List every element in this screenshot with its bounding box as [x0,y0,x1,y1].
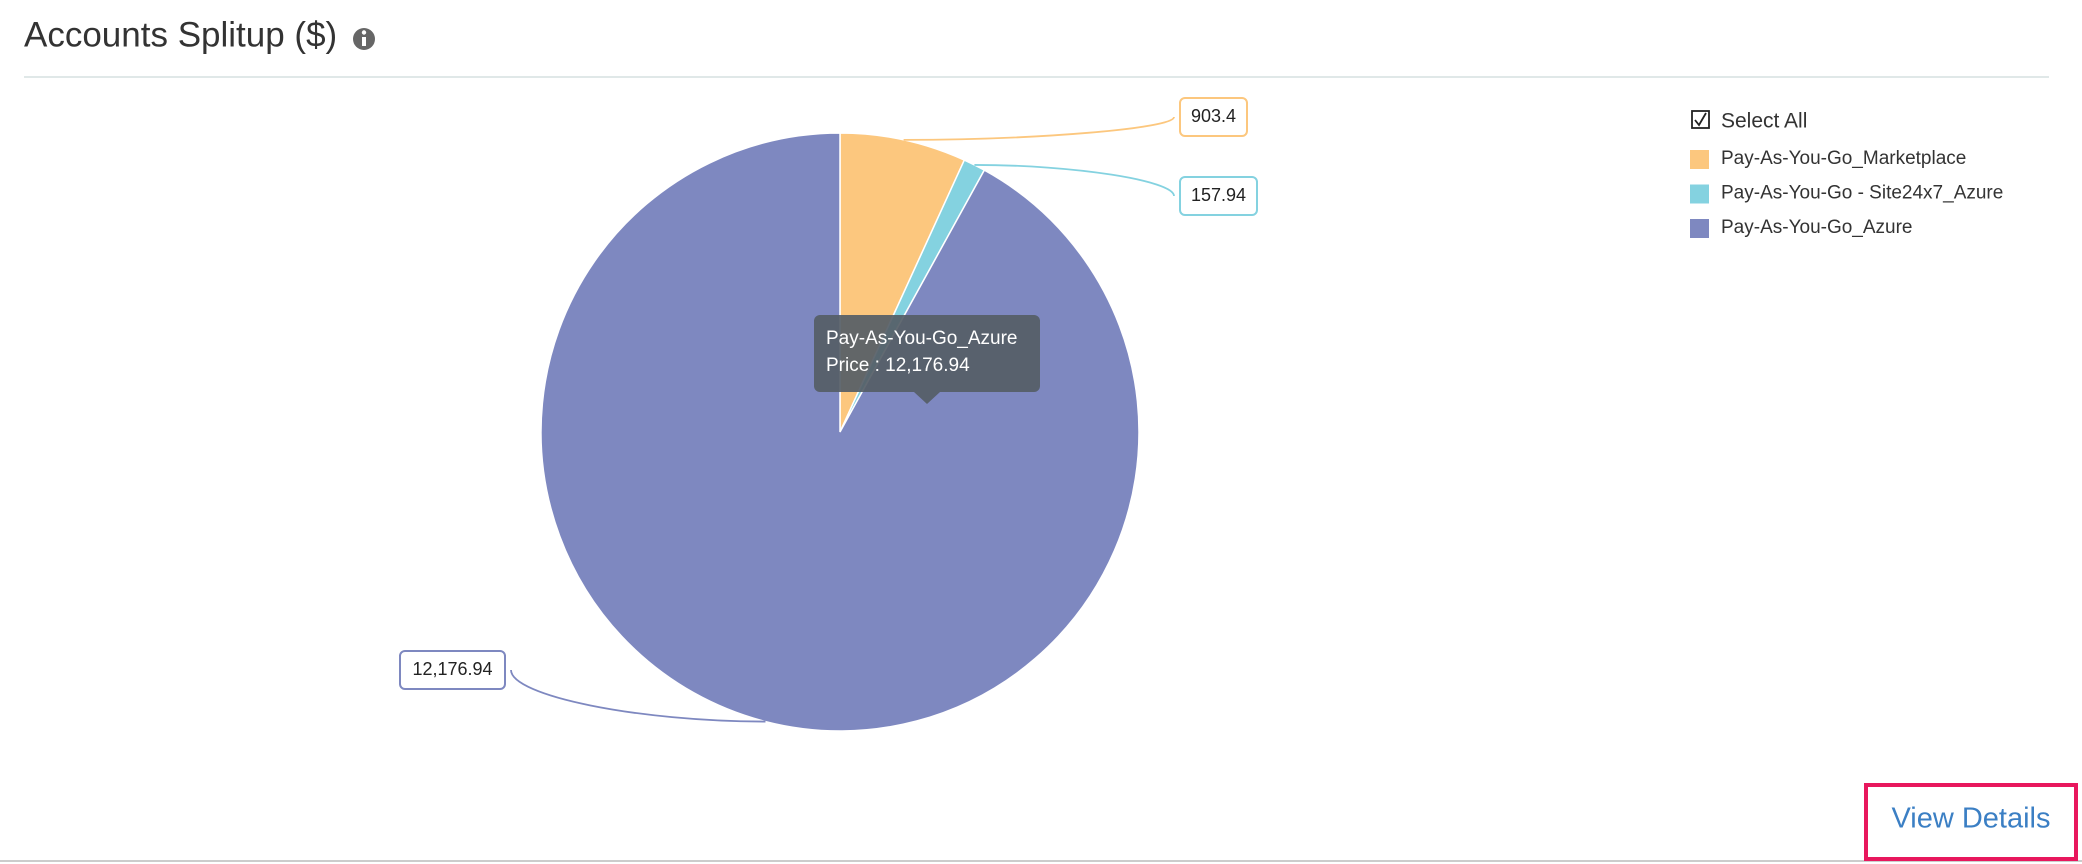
legend-swatch[interactable] [1690,184,1709,204]
legend-swatch[interactable] [1690,150,1709,169]
pie [540,132,1140,732]
select-all-label[interactable]: Select All [1721,110,1807,133]
info-icon[interactable] [353,28,375,50]
tooltip-value: Price : 12,176.94 [826,355,970,376]
legend-label: Pay-As-You-Go - Site24x7_Azure [1721,183,2003,204]
leader-line [510,669,766,723]
data-label: 903.4 [1191,106,1236,126]
data-label: 157.94 [1191,185,1246,205]
tooltip: Pay-As-You-Go_Azure Price : 12,176.94 [814,315,1040,404]
highlight-box [1864,783,2078,861]
data-labels: 903.4 157.94 12,176.94 [399,97,1258,723]
tooltip-series: Pay-As-You-Go_Azure [826,328,1018,349]
view-details-link[interactable]: View Details [1891,803,2050,835]
data-label-box [1179,176,1258,216]
data-label: 12,176.94 [412,659,492,679]
panel-title: Accounts Splitup ($) [24,15,337,54]
data-label-box [1179,97,1248,137]
legend-swatch[interactable] [1690,219,1709,238]
leader-line [903,116,1175,141]
pie-slice [540,132,1140,732]
leader-line [974,164,1175,197]
data-label-box [399,650,506,690]
legend-label: Pay-As-You-Go_Marketplace [1721,148,1966,169]
legend: Select All Pay-As-You-Go_Marketplace Pay-… [1690,110,2003,238]
legend-label: Pay-As-You-Go_Azure [1721,217,1913,238]
